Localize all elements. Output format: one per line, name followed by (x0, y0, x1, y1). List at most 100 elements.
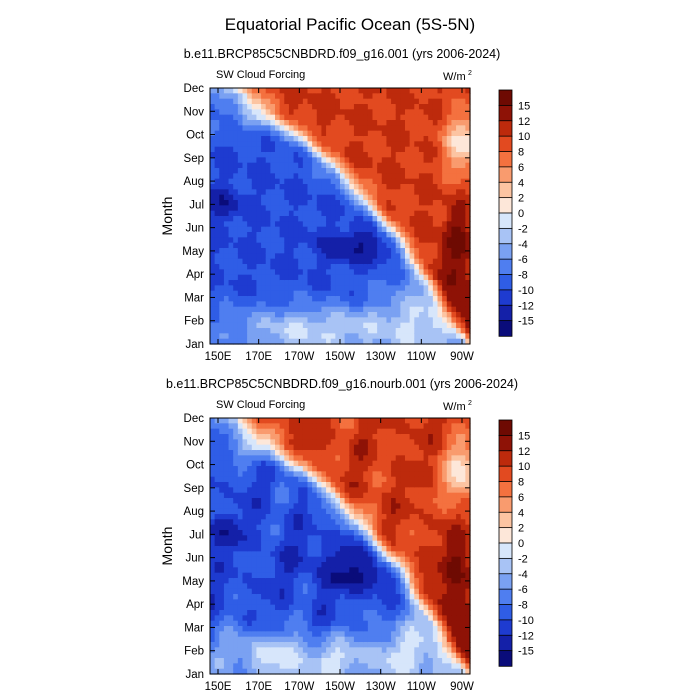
heatmap-cell (316, 162, 323, 169)
heatmap-cell (367, 178, 374, 185)
heatmap-cell (377, 168, 383, 174)
heatmap-cell (349, 317, 355, 324)
heatmap-cell (446, 232, 453, 238)
heatmap-cell (214, 301, 220, 308)
heatmap-cell (247, 125, 253, 132)
heatmap-cell (335, 562, 341, 568)
heatmap-cell (228, 578, 234, 584)
heatmap-cell (349, 200, 355, 206)
heatmap-cell (237, 152, 244, 158)
heatmap-cell (428, 285, 434, 292)
heatmap-cell (237, 578, 244, 584)
heatmap-cell (456, 306, 462, 313)
heatmap-cell (391, 301, 397, 308)
heatmap-cell (237, 428, 244, 435)
heatmap-cell (247, 647, 253, 654)
heatmap-cell (214, 487, 220, 494)
heatmap-cell (335, 162, 341, 169)
heatmap-cell (405, 296, 411, 302)
heatmap-cell (214, 114, 220, 121)
heatmap-cell (284, 221, 290, 228)
heatmap-cell (418, 444, 425, 451)
heatmap-cell (367, 578, 374, 584)
heatmap-cell (456, 152, 462, 158)
heatmap-cell (307, 508, 313, 515)
heatmap-cell (223, 594, 230, 600)
heatmap-cell (456, 317, 462, 324)
heatmap-cell (316, 333, 323, 340)
heatmap-cell (214, 285, 220, 292)
heatmap-cell (326, 444, 332, 451)
heatmap-cell (326, 455, 332, 462)
heatmap-cell (237, 615, 244, 622)
heatmap-cell (265, 104, 271, 110)
heatmap-cell (391, 444, 397, 451)
heatmap-cell (223, 109, 230, 116)
heatmap-cell (307, 471, 313, 478)
heatmap-cell (237, 583, 244, 590)
heatmap-cell (381, 221, 388, 228)
heatmap-cell (214, 88, 220, 94)
heatmap-cell (423, 237, 429, 244)
heatmap-cell (386, 492, 392, 499)
heatmap-cell (256, 642, 262, 648)
heatmap-cell (344, 125, 350, 132)
heatmap-cell (293, 460, 299, 467)
heatmap-cell (395, 588, 401, 595)
heatmap-cell (270, 296, 276, 302)
heatmap-cell (284, 130, 290, 137)
heatmap-cell (414, 237, 420, 244)
heatmap-cell (302, 210, 309, 217)
heatmap-cell (265, 157, 271, 164)
heatmap-cell (330, 312, 336, 318)
heatmap-cell (330, 178, 336, 185)
heatmap-cell (298, 434, 304, 440)
heatmap-cell (358, 328, 364, 334)
heatmap-cell (270, 631, 276, 638)
heatmap-cell (330, 663, 336, 670)
heatmap-cell (298, 146, 304, 153)
heatmap-cell (242, 551, 248, 558)
heatmap-cell (451, 125, 457, 132)
heatmap-cell (381, 642, 388, 648)
heatmap-cell (465, 210, 471, 217)
heatmap-cell (400, 599, 406, 606)
heatmap-cell (367, 535, 374, 542)
heatmap-cell (279, 620, 285, 627)
heatmap-cell (358, 258, 364, 265)
heatmap-cell (395, 636, 401, 643)
heatmap-cell (228, 487, 234, 494)
heatmap-cell (293, 658, 299, 664)
heatmap-cell (247, 317, 253, 324)
heatmap-cell (456, 173, 462, 180)
heatmap-cell (219, 205, 225, 212)
heatmap-cell (391, 312, 397, 318)
heatmap-cell (349, 418, 355, 424)
heatmap-cell (219, 567, 225, 574)
heatmap-cell (381, 604, 388, 611)
heatmap-cell (312, 610, 318, 616)
heatmap-cell (214, 120, 220, 126)
heatmap-cell (335, 631, 341, 638)
heatmap-cell (326, 567, 332, 574)
heatmap-cell (298, 242, 304, 249)
heatmap-cell (349, 306, 355, 313)
heatmap-cell (391, 317, 397, 324)
heatmap-cell (316, 476, 323, 483)
heatmap-cell (358, 466, 364, 472)
heatmap-cell (298, 583, 304, 590)
heatmap-cell (219, 216, 225, 222)
heatmap-cell (284, 317, 290, 324)
heatmap-cell (349, 232, 355, 238)
heatmap-cell (418, 216, 425, 222)
heatmap-cell (210, 104, 216, 110)
heatmap-cell (321, 328, 327, 334)
heatmap-cell (377, 551, 383, 558)
heatmap-cell (210, 114, 216, 121)
heatmap-cell (214, 524, 220, 531)
heatmap-cell (293, 636, 299, 643)
heatmap-cell (330, 258, 336, 265)
heatmap-cell (432, 216, 439, 222)
heatmap-cell (372, 508, 378, 515)
heatmap-cell (307, 200, 313, 206)
